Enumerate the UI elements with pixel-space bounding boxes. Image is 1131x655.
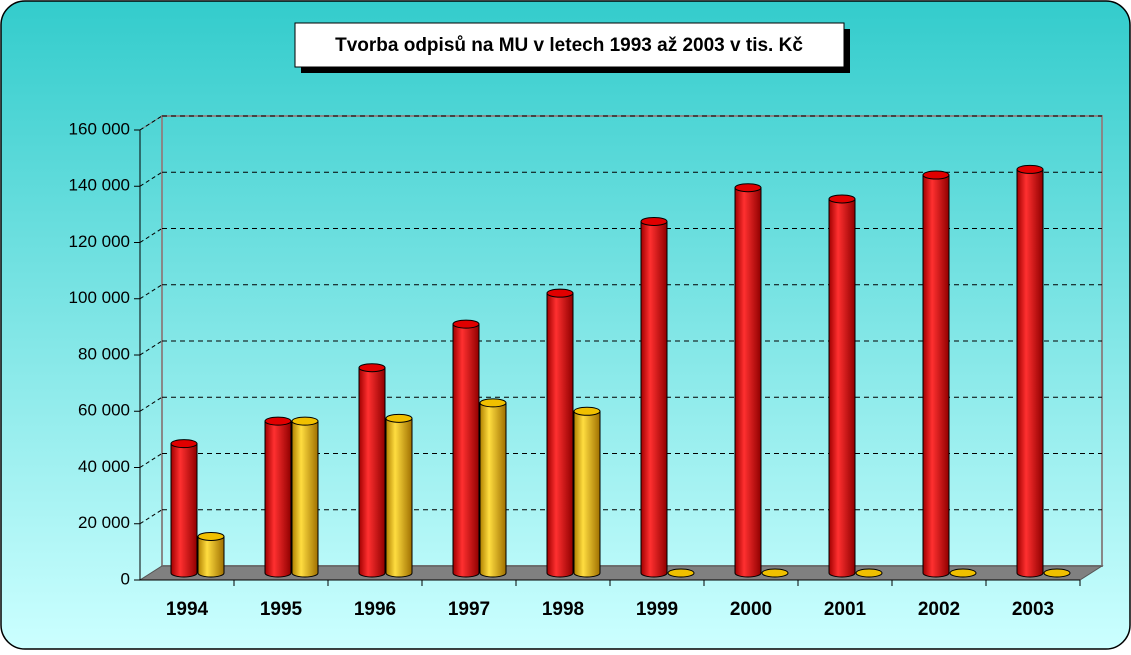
grid-depth [139,115,163,131]
bar [949,568,977,578]
bar [1016,164,1044,578]
bar [358,363,386,578]
bar-top [170,439,198,449]
grid-depth [139,453,163,468]
bar [855,568,883,578]
bar-top [197,531,225,541]
x-tick-label: 1999 [636,599,678,620]
bar [197,531,225,578]
grid-depth [139,171,163,187]
bar [479,398,507,578]
bar-body [828,198,856,578]
bar-top [640,216,668,226]
bar [573,406,601,578]
bar [170,439,198,578]
bar [667,568,695,578]
bar-top [949,568,977,578]
y-tick-label: 20 000 [78,513,130,532]
bar [1043,568,1071,578]
bar-body [479,402,507,578]
bar-body [546,292,574,578]
y-tick-label: 60 000 [78,401,130,420]
bar-top [385,413,413,423]
bar [264,416,292,578]
bar-top [922,170,950,180]
bar [828,194,856,578]
bar-body [358,367,386,578]
grid-depth [139,284,163,300]
x-tick-label: 1998 [542,599,584,620]
y-tick-label: 160 000 [69,119,130,138]
bar-top [452,319,480,329]
bar [546,288,574,578]
bar-body [291,420,319,578]
y-tick-label: 120 000 [69,232,130,251]
grid-depth [139,340,163,356]
x-tick-label: 2003 [1012,599,1054,620]
grid-depth [139,228,163,243]
bar-top [546,288,574,298]
x-tick-label: 2001 [824,599,867,620]
bar-top [667,568,695,578]
x-tick-label: 2002 [918,599,960,620]
bar-top [479,398,507,408]
bar-body [264,420,292,578]
bar [452,319,480,578]
bar-body [734,187,762,578]
bar-top [358,363,386,373]
bar-top [291,416,319,426]
y-tick-label: 40 000 [78,457,130,476]
bar-body [922,174,950,578]
bar [640,216,668,578]
grid-depth [139,509,163,525]
bar-top [1016,164,1044,174]
x-tick-label: 2000 [730,599,772,620]
bar-body [1016,168,1044,578]
bar-top [734,183,762,193]
bar-top [573,406,601,416]
bar-body [197,535,225,578]
y-tick-label: 0 [121,569,130,588]
bar-body [452,323,480,578]
bar [922,170,950,578]
x-tick-label: 1997 [448,599,490,620]
x-tick-label: 1995 [260,599,303,620]
y-tick-label: 140 000 [69,176,130,195]
x-tick-label: 1994 [166,599,209,620]
x-tick-label: 1996 [354,599,396,620]
title-box [294,22,845,68]
bar [734,183,762,578]
bar [291,416,319,578]
bar-body [640,220,668,578]
bar-top [264,416,292,426]
y-tick-label: 100 000 [69,288,130,307]
bar-top [855,568,883,578]
y-tick-label: 80 000 [78,344,130,363]
bar [761,568,789,578]
bar-body [170,443,198,578]
bar-top [1043,568,1071,578]
bar-top [761,568,789,578]
chart-title: Tvorba odpisů na MU v letech 1993 až 200… [335,35,803,56]
bar-body [385,417,413,578]
grid-depth [139,396,163,412]
bar-top [828,194,856,204]
bar [385,413,413,578]
bar-body [573,410,601,578]
